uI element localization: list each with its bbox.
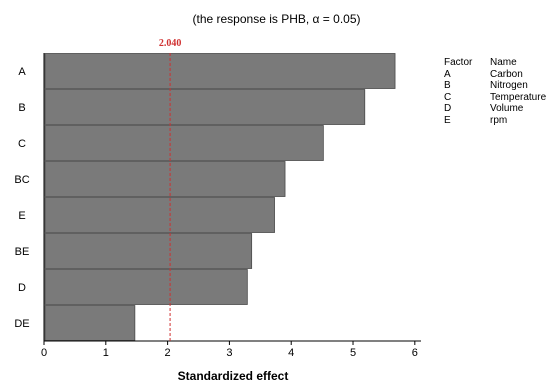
x-tick-label: 6	[412, 347, 418, 359]
legend-row: B Nitrogen	[444, 80, 546, 92]
legend-row: C Temperature	[444, 92, 546, 104]
bar-c	[44, 125, 324, 161]
legend-header-row: Factor Name	[444, 57, 546, 69]
legend-factor-code: B	[444, 80, 451, 91]
legend-factor-name: Temperature	[490, 91, 547, 103]
bar-be	[44, 233, 253, 269]
x-tick-label: 3	[226, 347, 232, 359]
legend-factor-code: D	[444, 103, 452, 114]
y-tick-label: C	[18, 138, 26, 150]
legend-row: A Carbon	[444, 69, 546, 81]
bar-b	[44, 89, 366, 125]
legend-factor-code: E	[444, 114, 451, 126]
y-tick-label: E	[18, 210, 25, 222]
y-tick-label: B	[18, 102, 25, 114]
legend-header-factor: Factor	[444, 57, 473, 68]
bar-de	[44, 305, 136, 341]
x-axis-label: Standardized effect	[177, 369, 289, 383]
bar-d	[44, 269, 248, 305]
y-tick-label: BC	[14, 174, 29, 186]
legend-factor-name: Nitrogen	[490, 80, 528, 91]
bar-a	[44, 53, 396, 89]
legend-header-name: Name	[490, 57, 517, 68]
y-tick-label: A	[18, 66, 26, 78]
y-tick-label: BE	[15, 246, 30, 258]
x-tick-label: 5	[350, 347, 356, 359]
y-tick-label: DE	[14, 318, 29, 330]
legend-factor-name: rpm	[490, 114, 508, 126]
x-tick-label: 2	[165, 347, 171, 359]
factor-legend: Factor Name A Carbon B Nitrogen C Temperature…	[444, 57, 546, 126]
legend-row: D Volume	[444, 103, 546, 115]
y-tick-label: D	[18, 282, 26, 294]
reference-line-label: 2.040	[159, 38, 182, 49]
legend-factor-name: Volume	[490, 103, 524, 114]
legend-factor-code: C	[444, 91, 452, 103]
bar-bc	[44, 161, 286, 197]
chart-subtitle: (the response is PHB, α = 0.05)	[192, 12, 361, 26]
bar-e	[44, 197, 275, 233]
x-tick-label: 0	[41, 347, 47, 359]
x-tick-label: 1	[103, 347, 109, 359]
legend-factor-code: A	[444, 68, 451, 80]
legend-factor-name: Carbon	[490, 68, 523, 80]
x-tick-label: 4	[288, 347, 294, 359]
